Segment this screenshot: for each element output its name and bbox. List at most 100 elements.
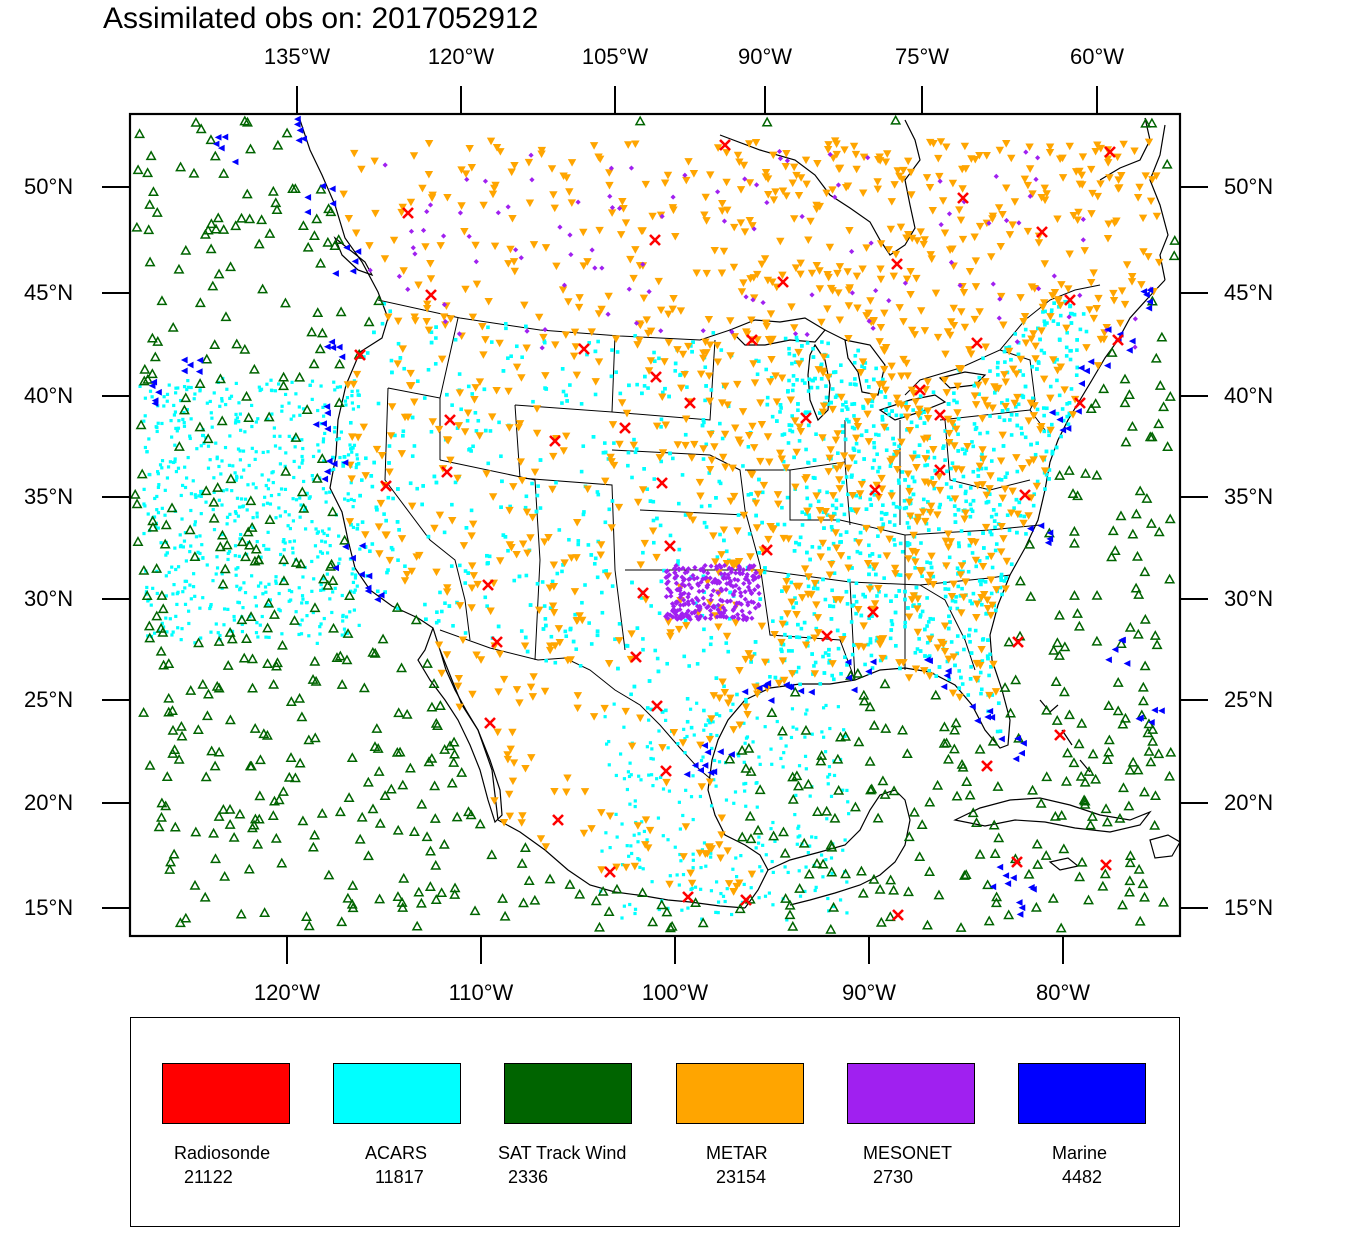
obs-marker [718,571,724,577]
obs-marker [1014,339,1020,345]
obs-marker [426,260,435,268]
obs-marker [704,864,708,868]
obs-marker [828,660,837,668]
obs-marker [903,478,907,482]
obs-marker [800,357,804,362]
obs-marker [1025,165,1035,173]
obs-marker [760,869,764,873]
obs-marker [748,590,755,597]
obs-marker [356,811,368,822]
obs-marker [1031,355,1040,363]
obs-marker [573,704,582,713]
obs-marker [169,821,181,832]
obs-marker [792,455,796,460]
obs-marker [282,563,286,567]
obs-marker [989,459,994,463]
obs-marker [214,373,226,384]
obs-marker [1060,775,1072,786]
obs-marker [396,487,400,491]
obs-marker [478,322,487,331]
obs-marker [250,446,254,450]
obs-marker [938,502,943,507]
obs-marker [874,432,878,437]
obs-marker [211,579,215,583]
obs-marker [1003,360,1007,364]
obs-marker [919,408,924,412]
obs-marker [616,666,620,671]
obs-marker [684,158,693,166]
obs-marker [334,650,346,661]
lake-michigan-coastline [807,343,831,422]
obs-marker [1032,859,1044,869]
obs-marker [1164,573,1176,584]
obs-marker [664,568,670,574]
obs-marker [665,611,671,617]
obs-marker [1087,748,1099,759]
obs-marker [219,472,223,476]
obs-marker [949,653,958,661]
obs-marker [700,211,709,220]
obs-marker [941,350,950,359]
obs-marker [174,426,178,431]
obs-marker [459,407,463,412]
obs-marker [278,462,283,466]
obs-marker [601,477,610,486]
obs-marker [832,904,836,909]
obs-marker [982,152,991,160]
obs-marker [742,882,746,887]
obs-marker [156,526,160,530]
obs-marker [667,789,672,793]
obs-marker [648,212,657,221]
obs-marker [641,647,645,652]
obs-marker [254,790,266,801]
obs-marker [183,531,187,535]
obs-marker [955,693,964,702]
obs-marker [259,907,271,918]
obs-marker [913,237,922,245]
obs-marker [926,528,931,532]
obs-marker [629,274,638,283]
obs-marker [603,450,608,455]
obs-marker [741,655,750,664]
obs-marker [1117,172,1126,180]
obs-marker [970,315,979,324]
obs-marker [870,404,874,408]
obs-marker [395,520,400,524]
obs-marker [655,777,659,781]
obs-marker [957,308,966,316]
obs-marker [807,513,811,517]
obs-marker [1041,771,1053,782]
obs-marker [174,567,178,572]
obs-marker [826,653,831,657]
obs-marker [987,673,991,678]
obs-marker [972,383,977,388]
obs-marker [673,346,682,354]
obs-marker [509,759,519,767]
obs-marker [960,682,965,686]
obs-marker [934,154,943,163]
obs-marker [700,328,706,334]
obs-marker [528,152,534,158]
obs-marker [815,285,825,293]
obs-marker [1010,399,1019,408]
obs-marker [300,601,304,605]
obs-marker [955,400,959,405]
obs-marker [637,832,641,836]
obs-marker [663,386,667,391]
obs-marker [876,240,886,248]
obs-marker [984,713,991,721]
obs-marker [857,449,861,454]
obs-marker [625,787,630,792]
obs-marker [541,244,551,252]
obs-marker [925,183,935,192]
obs-marker [790,414,794,418]
obs-marker [921,919,933,930]
obs-marker [572,518,582,527]
obs-marker [433,362,438,366]
obs-marker [881,522,886,526]
obs-marker [717,760,722,764]
obs-marker [826,896,830,901]
obs-marker [537,150,546,159]
obs-marker [889,628,894,632]
obs-marker [1035,797,1047,808]
